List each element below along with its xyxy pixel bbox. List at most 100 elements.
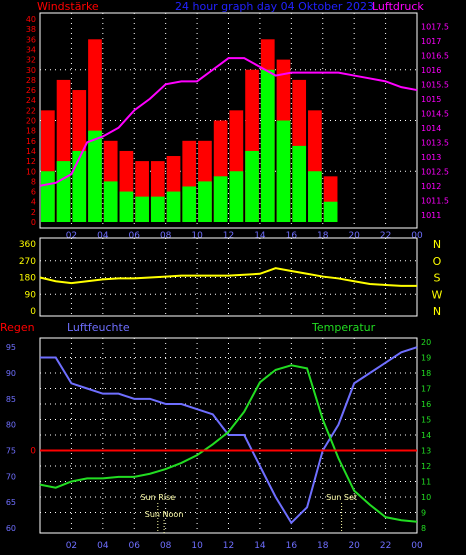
pressure-axis-title: Luftdruck [372,0,424,13]
wind-tick-label: 36 [26,35,36,44]
temperature-tick-label: 17 [421,385,431,394]
time-tick-label: 02 [66,541,77,551]
direction-tick-label: 90 [25,290,37,300]
sunrise-label: Sun Rise [140,493,175,502]
mean-bar [72,150,87,222]
direction-panel-grid [40,238,417,316]
temperature-axis-title: Temperatur [311,321,376,334]
time-ticks-top: 02 04 06 08 10 12 14 16 18 20 22 00 [66,231,423,241]
wind-bars [41,39,338,223]
temperature-line [39,364,418,523]
pressure-tick-label: 1016.5 [421,51,449,60]
pressure-y-ticks: 1011 1011.5 1012 1012.5 1013 1013.5 1014 1014.5… [421,22,449,220]
temperature-tick-label: 14 [421,431,431,440]
wind-tick-label: 20 [26,117,36,126]
humidity-tick-label: 90 [6,369,16,378]
wind-tick-label: 40 [26,15,36,24]
mean-bar [182,186,197,222]
chart-title: 24 hour graph day 04 Oktober 2023 [175,0,374,13]
temperature-tick-label: 11 [421,478,431,487]
time-tick-label: 10 [191,231,203,241]
mean-bar [245,150,259,222]
wind-tick-label: 10 [26,167,36,176]
time-tick-label: 04 [97,541,109,551]
humidity-y-ticks: 60 65 70 75 80 85 90 95 [6,343,16,533]
time-tick-label: 12 [223,541,234,551]
humidity-tick-label: 95 [6,343,16,352]
time-tick-label: 16 [286,541,298,551]
mean-bar [56,161,71,222]
temperature-tick-label: 10 [421,493,431,502]
humidity-line [40,346,418,525]
pressure-tick-label: 1017 [421,37,441,46]
rain-axis-title: Regen [0,321,35,334]
wind-tick-label: 22 [26,106,36,115]
mean-bar [119,191,134,222]
humidity-tick-label: 80 [6,421,16,430]
compass-label: S [434,272,441,285]
pressure-tick-label: 1013.5 [421,138,449,147]
temperature-tick-label: 15 [421,416,431,425]
compass-label: N [433,238,441,251]
direction-tick-label: 0 [30,307,36,317]
wind-axis-title: Windstärke [37,0,99,13]
time-tick-label: 00 [411,231,423,241]
direction-tick-label: 180 [19,274,36,284]
time-tick-label: 00 [411,541,423,551]
wind-direction-line [39,267,417,287]
wind-tick-label: 34 [26,45,36,54]
pressure-tick-label: 1014.5 [421,109,449,118]
wind-tick-label: 8 [31,177,36,186]
mean-bar [213,176,228,222]
wind-tick-label: 4 [31,198,36,207]
temperature-tick-label: 18 [421,369,431,378]
wind-tick-label: 2 [31,208,36,217]
mean-bar [88,130,102,222]
wind-panel-grid [40,13,417,228]
wind-tick-label: 14 [26,147,36,156]
humidity-tick-label: 65 [6,498,16,507]
time-tick-label: 20 [348,541,360,551]
time-tick-label: 12 [223,231,234,241]
pressure-tick-label: 1015.5 [421,80,449,89]
direction-tick-label: 360 [19,240,36,250]
temperature-tick-label: 13 [421,447,431,456]
wind-tick-label: 26 [26,86,36,95]
humidity-axis-title: Luftfeuchte [67,321,130,334]
mean-bar [276,120,291,222]
mean-bar [308,171,322,222]
temperature-tick-label: 20 [421,338,431,347]
humidity-tick-label: 70 [6,472,16,481]
time-tick-label: 08 [160,541,172,551]
wind-tick-label: 38 [26,25,36,34]
compass-label: N [433,305,441,318]
noon-label: Sun Noon [145,510,184,519]
sun-markers: Sun Rise Sun Set Sun Noon [140,493,357,533]
compass-label: O [433,255,442,268]
wind-tick-label: 0 [31,218,36,227]
direction-tick-label: 270 [19,257,36,267]
time-tick-label: 04 [97,231,109,241]
time-tick-label: 10 [191,541,203,551]
mean-bar [103,181,118,222]
time-tick-label: 22 [380,231,391,241]
wind-tick-label: 12 [26,157,36,166]
mean-bar [229,171,244,222]
pressure-tick-label: 1013 [421,153,441,162]
humidity-tick-label: 85 [6,395,16,404]
time-tick-label: 22 [380,541,391,551]
time-tick-label: 08 [160,231,172,241]
pressure-tick-label: 1011 [421,211,441,220]
pressure-tick-label: 1014 [421,124,441,133]
temperature-tick-label: 19 [421,354,431,363]
humidity-tick-label: 60 [6,524,16,533]
temperature-tick-label: 9 [421,509,426,518]
mean-bar [292,145,307,222]
pressure-tick-label: 1012 [421,182,441,191]
time-tick-label: 16 [286,231,298,241]
time-tick-label: 06 [129,231,141,241]
direction-y-ticks: 0 90 180 270 360 [19,240,36,317]
mean-bar [150,196,165,222]
